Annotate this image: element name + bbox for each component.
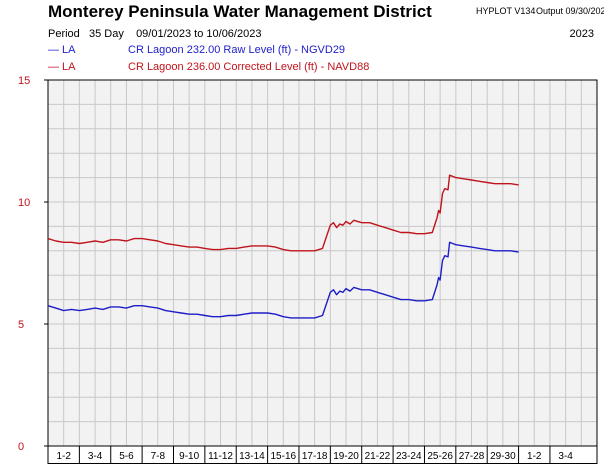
legend-entry-corrected: — LA CR Lagoon 236.00 Corrected Level (ft)… xyxy=(48,61,369,73)
y-tick-label: 5 xyxy=(18,319,24,331)
x-tick-label: 1-2 xyxy=(56,451,71,462)
x-tick-label: 23-24 xyxy=(396,451,422,462)
x-tick-label: 9-10 xyxy=(179,451,199,462)
legend-entry-raw: — LA CR Lagoon 232.00 Raw Level (ft) - NGV… xyxy=(48,44,345,56)
legend-text: CR Lagoon 236.00 Corrected Level (ft) - … xyxy=(128,61,370,73)
version-label: HYPLOT V134 xyxy=(476,6,536,16)
x-tick-label: 3-4 xyxy=(558,451,573,462)
y-tick-label: 0 xyxy=(18,441,24,453)
series-line-raw-level xyxy=(47,241,519,319)
x-tick-label: 7-8 xyxy=(151,451,166,462)
legend-code: LA xyxy=(62,44,76,56)
x-tick-label: 19-20 xyxy=(333,451,359,462)
output-date-label: Output 09/30/2023 xyxy=(536,6,604,16)
chart-title: Monterey Peninsula Water Management Dist… xyxy=(48,2,432,21)
x-tick-label: 3-4 xyxy=(88,451,103,462)
x-tick-label: 17-18 xyxy=(302,451,328,462)
year-label: 2023 xyxy=(569,28,594,40)
period-label: Period xyxy=(48,28,80,40)
y-tick-label: 10 xyxy=(18,197,30,209)
x-tick-label: 1-2 xyxy=(527,451,542,462)
legend-text: CR Lagoon 232.00 Raw Level (ft) - NGVD29 xyxy=(128,44,346,56)
x-tick-label: 29-30 xyxy=(490,451,516,462)
x-tick-label: 27-28 xyxy=(459,451,485,462)
x-tick-label: 11-12 xyxy=(208,451,233,462)
period-days: 35 Day xyxy=(88,28,124,40)
series-line-corrected-level xyxy=(47,174,519,252)
x-tick-label: 21-22 xyxy=(365,451,391,462)
legend-line-mark: — xyxy=(48,44,59,56)
x-tick-label: 25-26 xyxy=(427,451,453,462)
period-range: 09/01/2023 to 10/06/2023 xyxy=(136,28,262,40)
plot-area xyxy=(48,80,597,446)
x-tick-label: 5-6 xyxy=(119,451,134,462)
period-info: Period 35 Day 09/01/2023 to 10/06/2023 xyxy=(48,28,261,40)
legend-code: LA xyxy=(62,61,76,73)
x-tick-label: 13-14 xyxy=(239,451,265,462)
plot-frame xyxy=(47,79,598,447)
legend-line-mark: — xyxy=(48,61,59,73)
x-tick-label: 15-16 xyxy=(270,451,296,462)
y-tick-label: 15 xyxy=(18,75,30,87)
